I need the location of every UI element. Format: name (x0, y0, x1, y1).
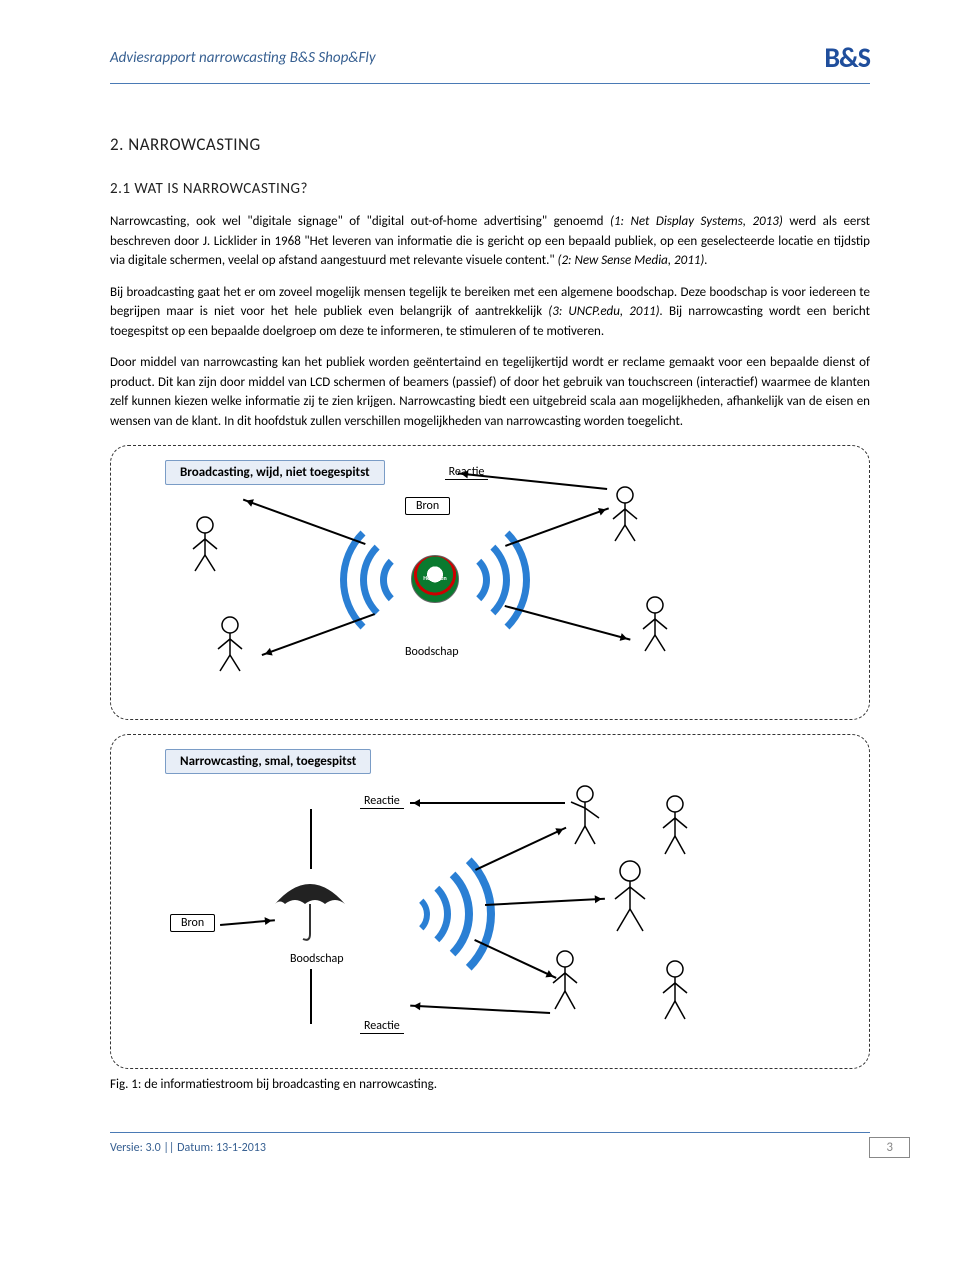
arrow (505, 605, 631, 640)
arrow (485, 898, 605, 906)
narrowcasting-diagram: Narrowcasting, smal, toegespitst Reactie… (110, 734, 870, 1069)
arrow (475, 827, 566, 871)
heineken-logo (411, 555, 459, 603)
page-footer: Versie: 3.0 || Datum: 13-1-2013 3 (110, 1137, 870, 1158)
broadcasting-canvas: Bron Boodschap (125, 485, 855, 705)
narrowcasting-canvas: Reactie Bron Boodschap Reactie (125, 774, 855, 1054)
stick-figure-icon (545, 949, 585, 1014)
company-logo: B&S (824, 40, 870, 75)
footer-version-text: Versie: 3.0 || Datum: 13-1-2013 (110, 1141, 266, 1155)
arrow (410, 1005, 550, 1014)
broadcasting-diagram: Broadcasting, wijd, niet toegespitst Rea… (110, 445, 870, 720)
connector-line (310, 969, 312, 1024)
wave-arc (385, 892, 430, 937)
stick-figure-icon (655, 794, 695, 859)
paragraph-1: Narrowcasting, ook wel "digitale signage… (110, 212, 870, 271)
section-title: 2. NARROWCASTING (110, 134, 870, 155)
stick-figure-icon (655, 959, 695, 1024)
paragraph-3: Door middel van narrowcasting kan het pu… (110, 353, 870, 431)
reactie-label: Reactie (360, 794, 404, 809)
broadcasting-title-box: Broadcasting, wijd, niet toegespitst (165, 460, 385, 485)
paragraph-2: Bij broadcasting gaat het er om zoveel m… (110, 283, 870, 342)
stick-figure-icon (185, 515, 225, 575)
arrow (410, 803, 565, 805)
subsection-title: 2.1 WAT IS NARROWCASTING? (110, 180, 870, 198)
bron-box: Bron (170, 914, 215, 932)
footer-divider (110, 1132, 870, 1133)
header-title: Adviesrapport narrowcasting B&S Shop&Fly (110, 49, 376, 67)
arrow (505, 507, 609, 546)
page-number: 3 (869, 1137, 910, 1158)
page-header: Adviesrapport narrowcasting B&S Shop&Fly… (110, 40, 870, 75)
arrow (262, 614, 375, 656)
header-divider (110, 83, 870, 84)
narrowcasting-title-box: Narrowcasting, smal, toegespitst (165, 749, 371, 774)
stick-figure-icon (565, 784, 605, 849)
figure-caption: Fig. 1: de informatiestroom bij broadcas… (110, 1077, 870, 1092)
stick-figure-icon (635, 595, 675, 655)
boodschap-label: Boodschap (405, 645, 459, 659)
document-page: Adviesrapport narrowcasting B&S Shop&Fly… (0, 0, 960, 1188)
boodschap-label: Boodschap (290, 952, 344, 966)
stick-figure-icon (210, 615, 250, 675)
arrow (220, 919, 275, 925)
arrow (243, 499, 366, 545)
stick-figure-icon (605, 485, 645, 545)
stick-figure-icon (605, 859, 655, 934)
connector-line (310, 809, 312, 869)
reactie-label: Reactie (360, 1019, 404, 1034)
